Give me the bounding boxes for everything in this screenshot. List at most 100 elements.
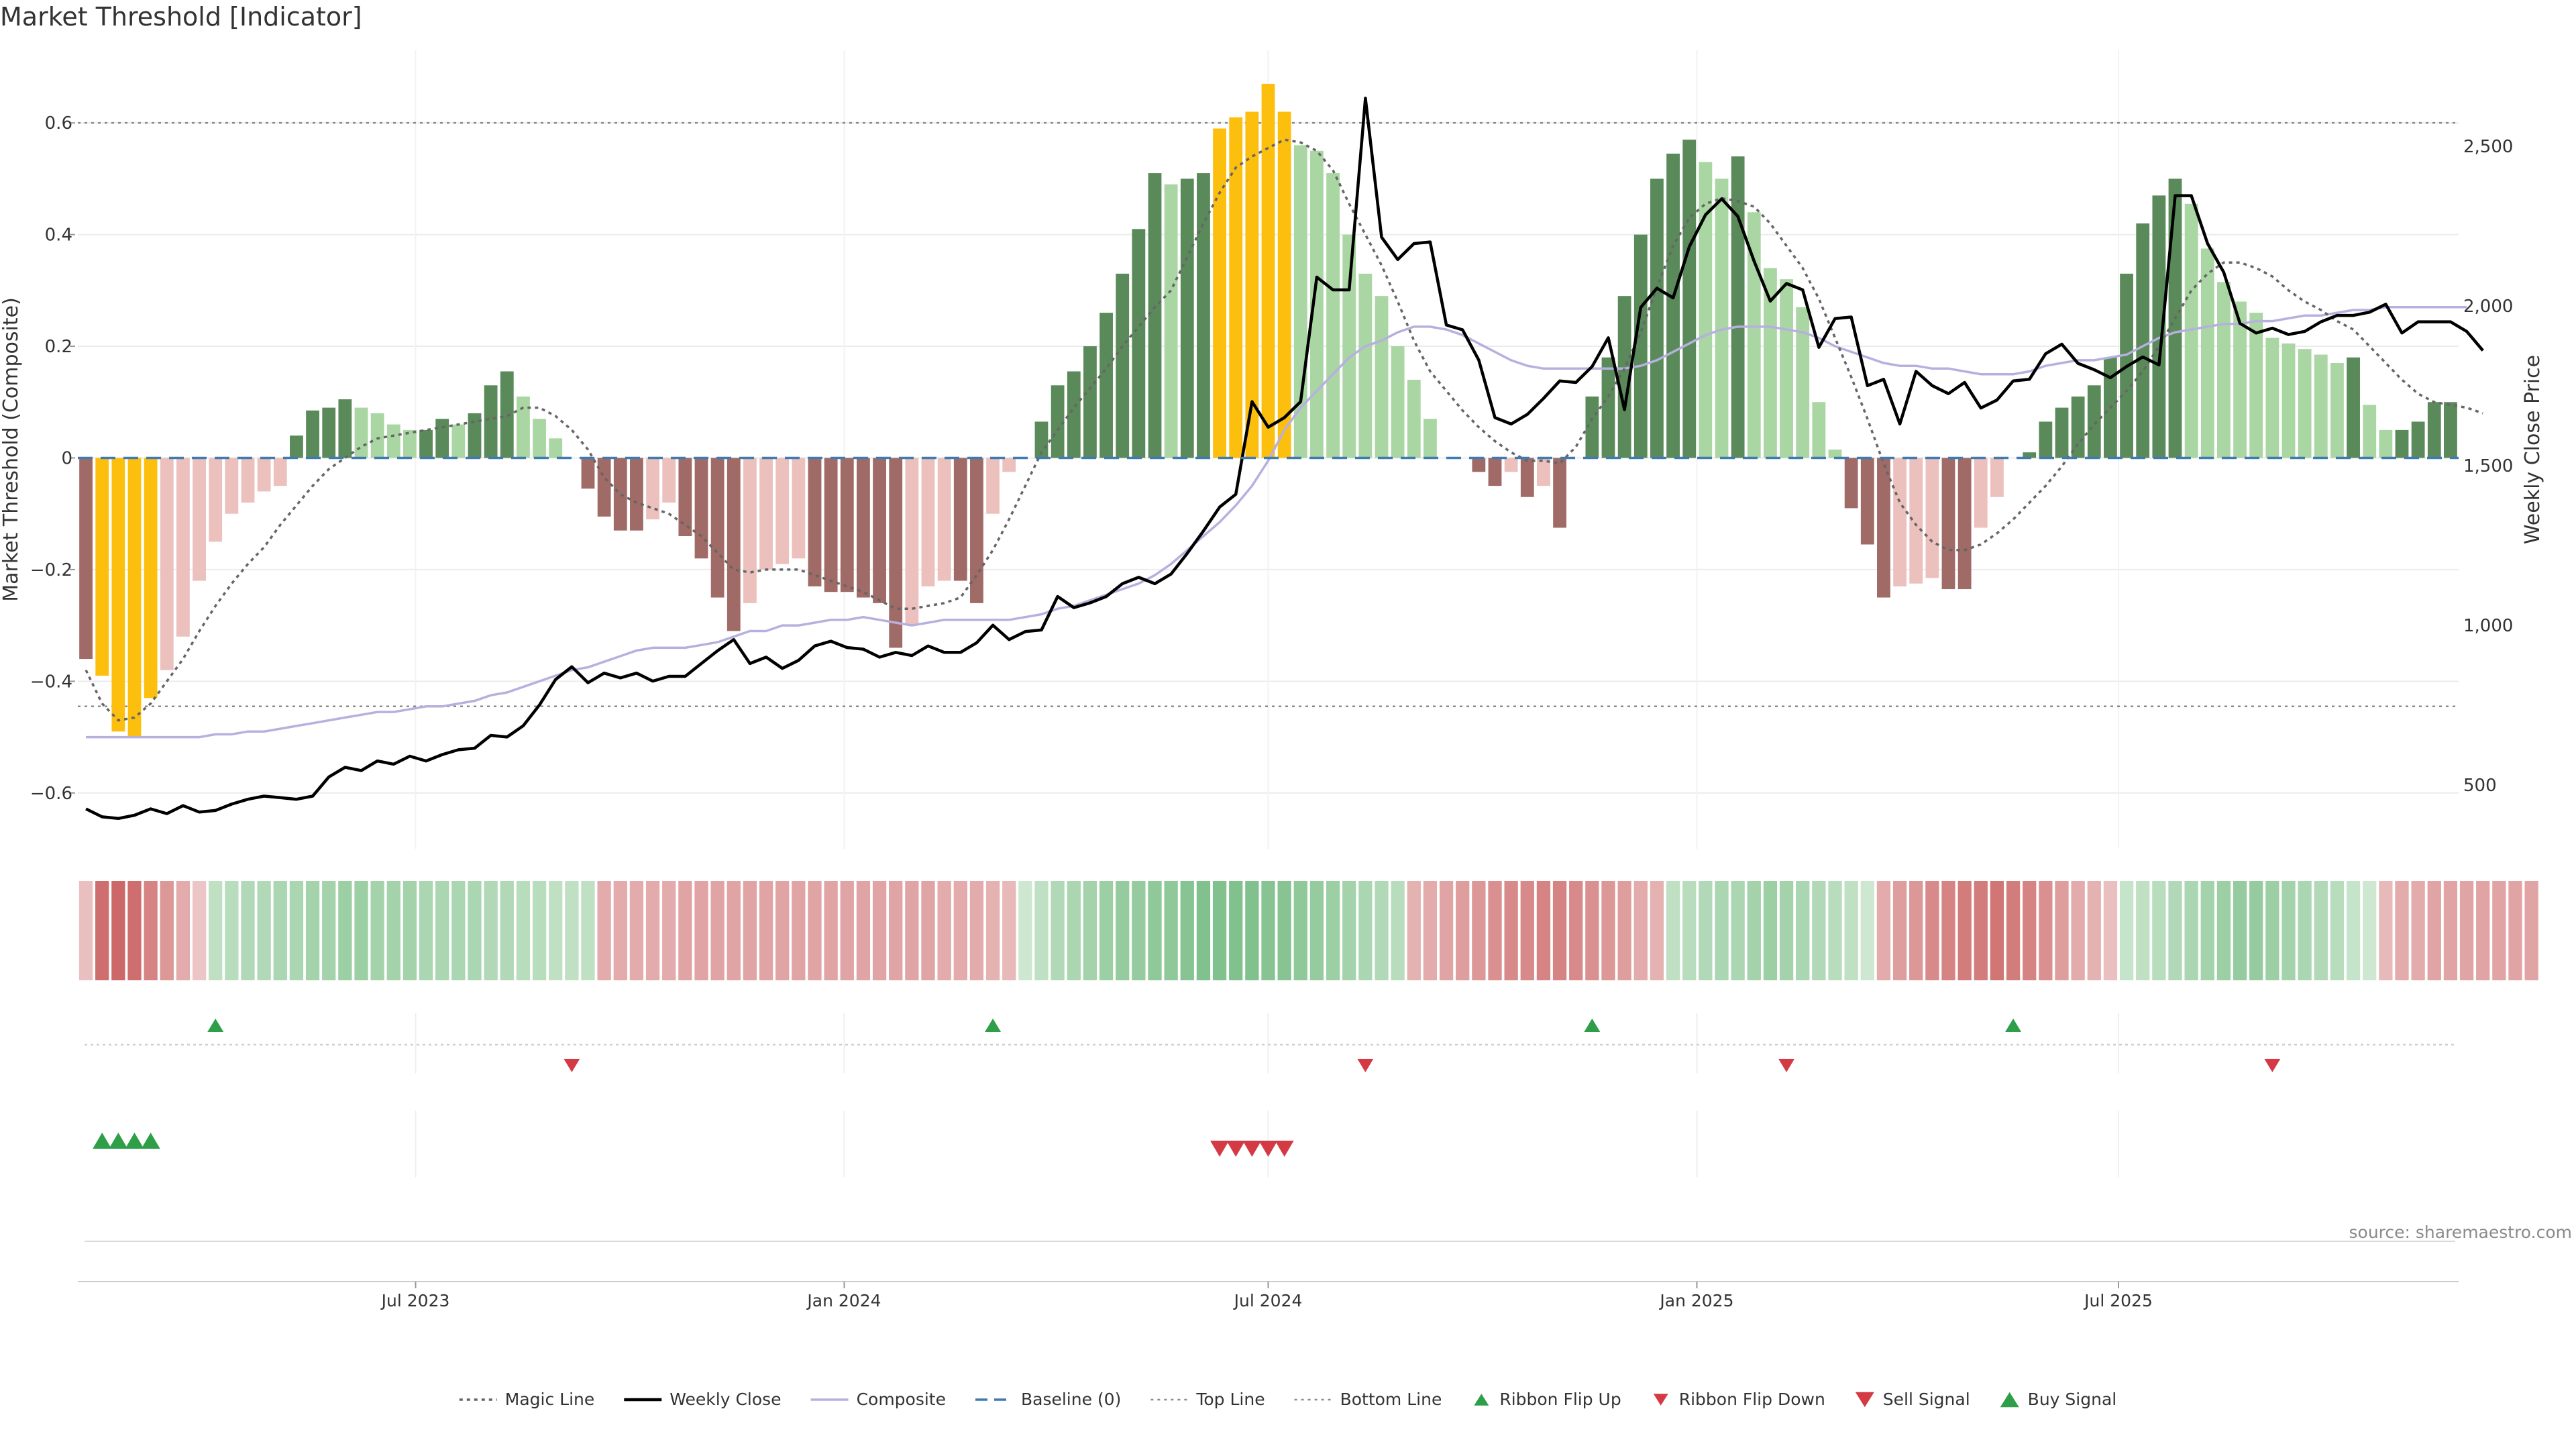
ribbon-cell-6 xyxy=(176,881,191,980)
composite-bar-113 xyxy=(1909,458,1923,584)
composite-bar-41 xyxy=(743,458,757,603)
composite-bar-137 xyxy=(2298,349,2312,458)
ribbon-cell-96 xyxy=(1633,881,1648,980)
legend-swatch-8 xyxy=(1855,1392,1874,1408)
ribbon-flip-up-119 xyxy=(2005,1019,2022,1032)
legend-item-2: Composite xyxy=(810,1390,946,1409)
composite-bar-12 xyxy=(273,458,287,486)
ribbon-cell-113 xyxy=(1909,881,1923,980)
ribbon-cell-94 xyxy=(1601,881,1615,980)
ribbon-cell-33 xyxy=(613,881,627,980)
composite-bar-51 xyxy=(905,458,919,626)
ribbon-cell-47 xyxy=(840,881,854,980)
ribbon-cell-38 xyxy=(694,881,708,980)
ribbon-cell-119 xyxy=(2006,881,2021,980)
composite-bar-8 xyxy=(209,458,223,542)
sell-signal-73 xyxy=(1258,1141,1278,1157)
legend-item-4: Top Line xyxy=(1150,1390,1265,1409)
ribbon-cell-49 xyxy=(872,881,887,980)
composite-bar-99 xyxy=(1682,140,1697,458)
y-tick-label-2: −0.2 xyxy=(30,560,72,580)
legend-swatch-9 xyxy=(2000,1392,2019,1408)
composite-bar-22 xyxy=(435,419,449,458)
ribbon-cell-108 xyxy=(1828,881,1842,980)
composite-bar-29 xyxy=(549,438,563,458)
ribbon-cell-131 xyxy=(2200,881,2214,980)
composite-bar-116 xyxy=(1957,458,1972,590)
y-tick-label-3: 0 xyxy=(61,448,72,468)
composite-bar-115 xyxy=(1941,458,1955,590)
source-note: source: sharemaestro.com xyxy=(2349,1223,2573,1242)
ribbon-cell-44 xyxy=(792,881,806,980)
composite-bar-60 xyxy=(1051,385,1065,458)
composite-bar-34 xyxy=(630,458,643,531)
composite-bar-19 xyxy=(386,424,400,458)
composite-bar-142 xyxy=(2379,429,2393,458)
composite-bar-104 xyxy=(1764,268,1777,458)
legend-item-6: Ribbon Flip Up xyxy=(1474,1390,1621,1409)
ribbon-cell-102 xyxy=(1731,881,1745,980)
composite-bar-69 xyxy=(1197,173,1210,458)
ribbon-cell-68 xyxy=(1180,881,1194,980)
ribbon-cell-93 xyxy=(1585,881,1599,980)
ribbon-cell-10 xyxy=(241,881,255,980)
ribbon-cell-77 xyxy=(1326,881,1340,980)
ribbon-cell-111 xyxy=(1876,881,1891,980)
ribbon-cell-67 xyxy=(1164,881,1178,980)
ribbon-cell-56 xyxy=(985,881,1000,980)
ribbon-cell-60 xyxy=(1051,881,1065,980)
ribbon-cell-35 xyxy=(645,881,660,980)
composite-bar-53 xyxy=(937,458,951,581)
legend-item-8: Sell Signal xyxy=(1855,1390,1970,1409)
y2-tick-label-1: 1,000 xyxy=(2463,616,2513,636)
composite-bar-97 xyxy=(1650,178,1664,458)
ribbon-cell-45 xyxy=(808,881,822,980)
x-tick-label-4: Jul 2025 xyxy=(2083,1291,2153,1310)
ribbon-cell-3 xyxy=(127,881,142,980)
composite-bar-107 xyxy=(1812,402,1826,458)
weekly-close-line xyxy=(85,97,2484,821)
composite-bar-108 xyxy=(1828,450,1842,458)
ribbon-cell-144 xyxy=(2411,881,2425,980)
composite-bar-131 xyxy=(2200,248,2214,458)
ribbon-cell-128 xyxy=(2152,881,2166,980)
composite-bar-75 xyxy=(1293,145,1307,458)
ribbon-cell-125 xyxy=(2103,881,2118,980)
ribbon-flip-panel xyxy=(85,1013,2455,1074)
ribbon-cell-97 xyxy=(1650,881,1664,980)
composite-bar-118 xyxy=(1990,458,2004,497)
ribbon-cell-15 xyxy=(322,881,336,980)
composite-bar-103 xyxy=(1747,212,1761,458)
composite-bar-88 xyxy=(1504,458,1518,472)
composite-line xyxy=(86,306,2467,739)
composite-bar-57 xyxy=(1002,458,1016,472)
ribbon-flip-down-135 xyxy=(2264,1059,2281,1072)
ribbon-cell-31 xyxy=(581,881,595,980)
ribbon-cell-19 xyxy=(386,881,400,980)
legend-item-7: Ribbon Flip Down xyxy=(1653,1390,1825,1409)
composite-bar-36 xyxy=(662,458,676,503)
legend-label-5: Bottom Line xyxy=(1340,1390,1442,1409)
composite-bar-123 xyxy=(2071,396,2085,458)
ribbon-cell-134 xyxy=(2249,881,2263,980)
legend-label-7: Ribbon Flip Down xyxy=(1679,1390,1825,1409)
composite-bar-61 xyxy=(1067,371,1081,458)
ribbon-cell-89 xyxy=(1520,881,1534,980)
composite-bar-44 xyxy=(792,458,806,559)
ribbon-cell-140 xyxy=(2346,881,2361,980)
ribbon-cell-14 xyxy=(305,881,320,980)
composite-bar-132 xyxy=(2217,282,2231,458)
ribbon-cell-132 xyxy=(2216,881,2231,980)
ribbon-cell-76 xyxy=(1309,881,1324,980)
composite-bar-141 xyxy=(2363,405,2377,458)
ribbon-cell-105 xyxy=(1779,881,1794,980)
composite-bar-66 xyxy=(1148,173,1162,458)
composite-bar-79 xyxy=(1358,273,1373,458)
ribbon-cell-2 xyxy=(111,881,125,980)
legend-label-9: Buy Signal xyxy=(2028,1390,2117,1409)
ribbon-cell-81 xyxy=(1391,881,1405,980)
x-tick-label-0: Jul 2023 xyxy=(380,1291,450,1310)
ribbon-cell-57 xyxy=(1002,881,1016,980)
buy-signal-3 xyxy=(125,1133,144,1149)
ribbon-cell-110 xyxy=(1860,881,1874,980)
